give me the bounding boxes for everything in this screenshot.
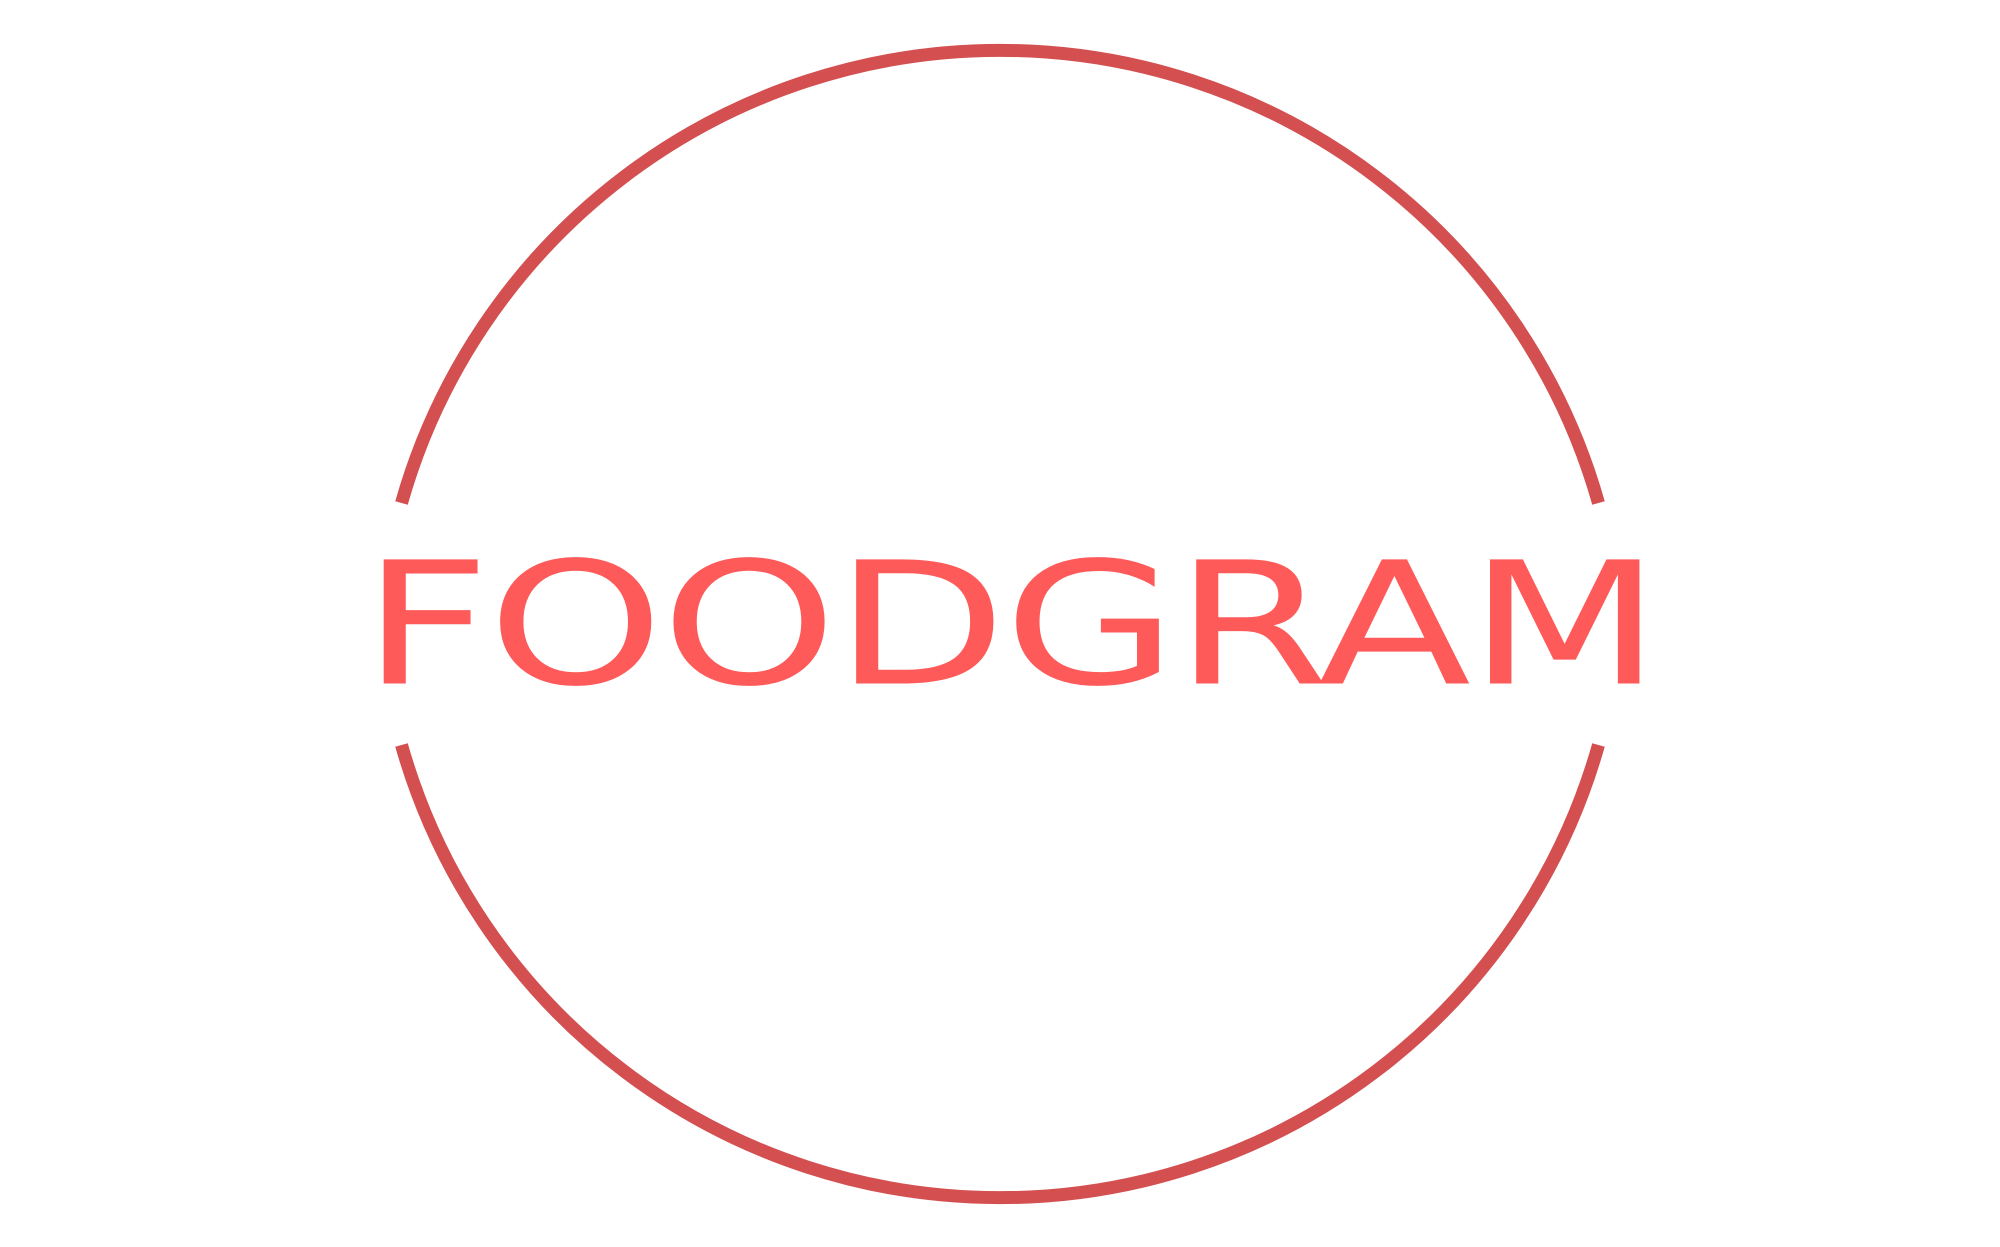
- logo-ring-top-arc: [395, 43, 1605, 505]
- logo-wordmark-text: FOODGRAM: [361, 525, 1662, 724]
- logo-ring-bottom-arc: [395, 743, 1605, 1205]
- logo-wordmark: FOODGRAM: [362, 530, 1662, 720]
